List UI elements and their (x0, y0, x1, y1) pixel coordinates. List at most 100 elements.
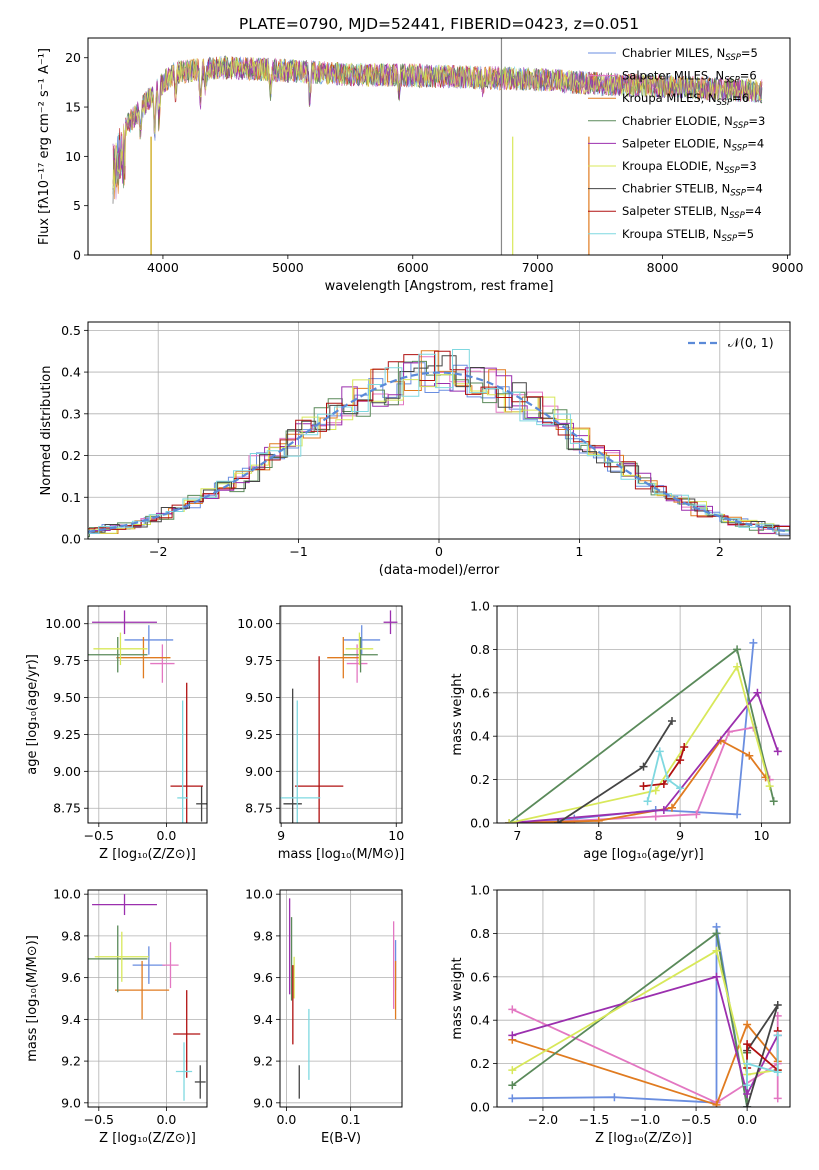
axes-frame (87, 321, 791, 540)
weight-marker-5 (508, 1066, 517, 1075)
weight-marker-0 (733, 810, 742, 819)
plot-area (88, 894, 206, 1101)
weight-marker-2 (667, 803, 676, 812)
y-tick-label: 9.8 (253, 928, 273, 943)
x-tick-label: 0.1 (341, 1112, 361, 1127)
x-tick-label: 9000 (772, 260, 804, 275)
y-tick-label: 8.75 (245, 801, 273, 816)
axes-frame (496, 605, 791, 824)
axes-frame (87, 889, 208, 1108)
x-axis-label: E(B-V) (321, 1131, 361, 1146)
weight-marker-6 (554, 819, 563, 823)
plot-area (505, 638, 782, 823)
weight-marker-1 (692, 810, 701, 819)
normal-curve (88, 371, 790, 533)
legend-label: Chabrier MILES, NSSP=5 (622, 46, 758, 63)
plot-area (280, 610, 398, 823)
weight-marker-0 (610, 1093, 619, 1102)
y-tick-label: 15 (65, 100, 81, 115)
y-tick-label: 10.0 (53, 887, 81, 902)
weight-marker-3 (769, 797, 778, 806)
spectrum-series-5 (112, 56, 763, 191)
x-tick-label: −0.5 (84, 1112, 114, 1127)
y-tick-label: 10.00 (45, 616, 81, 631)
x-tick-label: 0.0 (156, 1112, 176, 1127)
weight-marker-8 (743, 1059, 752, 1068)
legend: Chabrier MILES, NSSP=5 Salpeter MILES, NS… (588, 46, 765, 244)
weight-marker-3 (508, 1081, 517, 1090)
weight-marker-2 (745, 751, 754, 760)
y-tick-label: 0.0 (470, 1100, 490, 1115)
y-tick-label: 0.2 (470, 1056, 490, 1071)
weight-marker-2 (712, 1100, 721, 1107)
legend-label: 𝒩(0, 1) (728, 335, 774, 350)
weight-marker-4 (712, 972, 721, 981)
y-tick-label: 9.2 (61, 1054, 81, 1069)
weight-line-2 (509, 739, 767, 823)
weight-marker-8 (663, 775, 672, 784)
y-tick-label: 0 (73, 248, 81, 263)
weight-line-4 (509, 691, 779, 823)
x-tick-label: 10 (754, 828, 770, 843)
legend-label: Chabrier STELIB, NSSP=4 (622, 182, 763, 199)
y-tick-label: 0.4 (61, 365, 81, 380)
y-tick-label: 10 (65, 149, 81, 164)
weight-marker-0 (749, 638, 758, 647)
weight-line-1 (509, 726, 771, 823)
y-tick-label: 9.4 (61, 1012, 81, 1027)
y-tick-label: 1.0 (470, 883, 490, 898)
weight-marker-6 (773, 1001, 782, 1010)
histogram-series-5 (88, 374, 790, 534)
panel-age_vs_mass: 9 10 8.75 9.00 9.25 9.50 9.75 10.00 mass [log₁₀(… (237, 605, 404, 862)
weight-line-7 (643, 746, 686, 787)
y-tick-label: 5 (73, 198, 81, 213)
x-tick-label: 6000 (397, 260, 429, 275)
y-axis-label: mass weight (450, 673, 465, 755)
weight-marker-3 (733, 645, 742, 654)
weight-marker-6 (639, 762, 648, 771)
panel-age_vs_Z: −0.5 0.0 8.75 9.00 9.25 9.50 9.75 10.00 Z [log₁₀… (25, 605, 208, 862)
y-tick-label: 10.0 (245, 887, 273, 902)
weight-marker-8 (773, 1031, 782, 1040)
y-tick-label: 9.8 (61, 928, 81, 943)
x-tick-label: 8000 (647, 260, 679, 275)
weight-marker-5 (765, 782, 774, 791)
y-tick-label: 20 (65, 50, 81, 65)
y-tick-label: 0.0 (470, 816, 490, 831)
weight-marker-0 (508, 1094, 517, 1103)
y-tick-label: 10.00 (237, 616, 273, 631)
y-tick-label: 0.2 (61, 448, 81, 463)
axes-frame (279, 605, 403, 824)
weight-marker-8 (676, 784, 685, 793)
axes-frame (279, 889, 403, 1108)
weight-marker-6 (667, 717, 676, 726)
x-tick-label: −1.0 (630, 1112, 660, 1127)
x-tick-label: 0 (435, 544, 443, 559)
y-tick-label: 0.6 (470, 969, 490, 984)
x-tick-label: 2 (716, 544, 724, 559)
legend-label: Salpeter ELODIE, NSSP=4 (622, 136, 764, 153)
x-tick-label: 9 (277, 828, 285, 843)
y-tick-label: 0.8 (470, 926, 490, 941)
legend-label: Kroupa STELIB, NSSP=5 (622, 227, 754, 244)
y-axis-label: mass [log₁₀(M/M⊙)] (25, 935, 40, 1062)
y-tick-label: 9.00 (53, 764, 81, 779)
weight-marker-4 (508, 1031, 517, 1040)
y-axis-label: mass weight (450, 957, 465, 1039)
x-axis-label: Z [log₁₀(Z/Z⊙)] (595, 1131, 692, 1146)
y-tick-label: 9.6 (253, 970, 273, 985)
y-tick-label: 9.00 (245, 764, 273, 779)
plot-area (88, 610, 207, 823)
weight-marker-5 (733, 662, 742, 671)
weight-marker-4 (753, 688, 762, 697)
y-tick-label: 0.4 (470, 1013, 490, 1028)
x-tick-label: 8 (595, 828, 603, 843)
y-tick-label: 0.6 (470, 685, 490, 700)
plot-area (88, 349, 790, 538)
x-tick-label: −0.5 (681, 1112, 711, 1127)
weight-marker-6 (743, 1103, 752, 1107)
y-tick-label: 9.4 (253, 1012, 273, 1027)
weight-marker-2 (743, 1020, 752, 1029)
weight-marker-7 (639, 782, 648, 791)
x-tick-label: 7000 (522, 260, 554, 275)
